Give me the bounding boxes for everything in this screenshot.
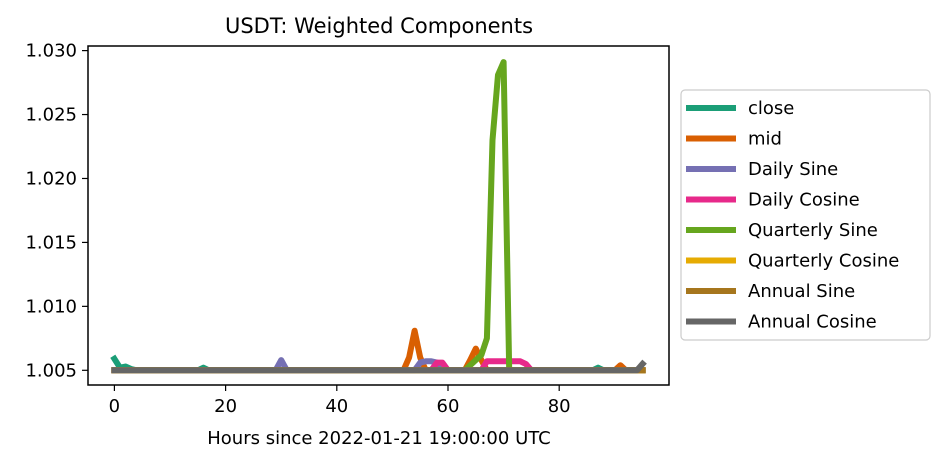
x-tick-label: 40 bbox=[325, 396, 348, 417]
legend-frame bbox=[680, 89, 931, 341]
series-line-7 bbox=[111, 359, 647, 374]
legend-label-4: Quarterly Sine bbox=[748, 220, 878, 241]
x-axis: 0 20 40 60 80 bbox=[109, 385, 571, 417]
y-tick-label: 1.020 bbox=[25, 168, 77, 189]
y-tick-label: 1.025 bbox=[25, 105, 77, 126]
x-tick-label: 80 bbox=[548, 396, 571, 417]
legend: close mid Daily Sine Daily Cosine Quarterly … bbox=[680, 89, 931, 341]
legend-label-3: Daily Cosine bbox=[748, 190, 860, 211]
y-tick-label: 1.030 bbox=[25, 41, 77, 62]
series-line-1 bbox=[111, 327, 646, 374]
x-axis-title: Hours since 2022-01-21 19:00:00 UTC bbox=[207, 428, 551, 449]
chart-title: USDT: Weighted Components bbox=[225, 14, 533, 38]
legend-label-2: Daily Sine bbox=[748, 159, 838, 180]
x-tick-label: 20 bbox=[214, 396, 237, 417]
legend-label-0: close bbox=[748, 98, 794, 119]
series-line-4 bbox=[111, 59, 646, 374]
plot-frame bbox=[87, 45, 670, 386]
y-axis: 1.005 1.010 1.015 1.020 1.025 1.030 bbox=[25, 41, 88, 381]
y-tick-label: 1.015 bbox=[25, 232, 77, 253]
y-tick-label: 1.005 bbox=[25, 360, 77, 381]
series-line-3 bbox=[111, 358, 646, 374]
legend-label-5: Quarterly Cosine bbox=[748, 251, 899, 272]
y-tick-label: 1.010 bbox=[25, 296, 77, 317]
legend-label-6: Annual Sine bbox=[748, 281, 855, 302]
x-tick-label: 0 bbox=[109, 396, 120, 417]
x-tick-label: 60 bbox=[437, 396, 460, 417]
legend-label-7: Annual Cosine bbox=[748, 312, 877, 333]
legend-label-1: mid bbox=[748, 129, 782, 150]
series-layer bbox=[110, 59, 647, 374]
